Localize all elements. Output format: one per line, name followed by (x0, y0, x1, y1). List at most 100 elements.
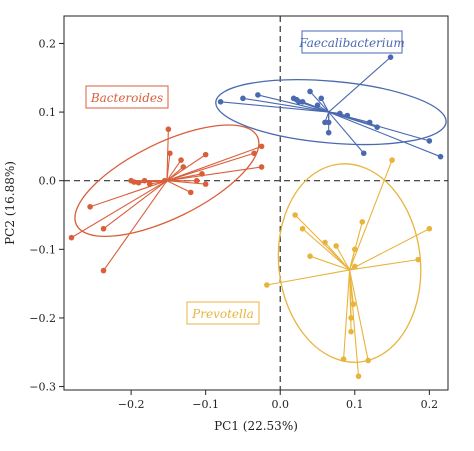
sample-points (68, 54, 444, 380)
y-tick-label: −0.1 (29, 243, 56, 256)
prevotella-spoke (324, 242, 350, 271)
prevotella-spoke (343, 269, 351, 360)
faecalibacterium-point (325, 119, 332, 126)
prevotella-point (348, 328, 354, 335)
faecalibacterium-point (299, 98, 306, 105)
prevotella-spoke (349, 228, 430, 271)
x-axis-ticks: −0.2 −0.1 0.0 0.1 0.2 (118, 390, 438, 411)
bacteroides-point (178, 157, 184, 163)
faecalibacterium-point (374, 124, 380, 130)
bacteroides-spoke (166, 180, 206, 185)
prevotella-point (389, 157, 395, 163)
faecalibacterium-spoke (242, 97, 329, 113)
bacteroides-ellipse (74, 124, 260, 238)
bacteroides-spoke (166, 152, 255, 182)
faecalibacterium-point (387, 54, 394, 60)
bacteroides-point (180, 164, 187, 170)
prevotella-point (351, 246, 358, 253)
bacteroides-point (100, 225, 107, 232)
bacteroides-point (258, 164, 265, 170)
faecalibacterium-point (337, 110, 343, 117)
bacteroides-point (146, 181, 153, 187)
faecalibacterium-point (437, 153, 444, 160)
bacteroides-point (68, 234, 75, 241)
faecalibacterium-point (255, 92, 261, 98)
bacteroides-spoke (166, 154, 206, 182)
bacteroides-label-box (85, 85, 169, 109)
bacteroides-point (161, 177, 168, 184)
bacteroides-point (165, 126, 172, 133)
faecalibacterium-point (426, 138, 433, 144)
prevotella-spoke (266, 269, 350, 286)
prevotella-spoke (349, 221, 363, 271)
faecalibacterium-point (360, 150, 367, 157)
prevotella-spoke (302, 228, 350, 271)
faecalibacterium-point (318, 95, 325, 102)
prevotella-point (264, 282, 270, 288)
prevotella-spoke (349, 159, 393, 271)
plot-frame (63, 15, 449, 391)
faecalibacterium-point (366, 119, 373, 126)
bacteroides-spoke (71, 180, 168, 239)
bacteroides-point (135, 179, 142, 186)
x-axis-title: PC1 (22.53%) (214, 419, 298, 433)
bacteroides-point (87, 203, 93, 210)
prevotella-spoke (309, 255, 350, 271)
y-axis-ticks: −0.3 −0.2 −0.1 0.0 0.1 0.2 (29, 37, 64, 394)
y-axis-title: PC2 (16.88%) (3, 161, 17, 245)
x-tick-label: −0.1 (192, 398, 219, 411)
confidence-ellipses (74, 79, 447, 363)
bacteroides-spoke (89, 180, 168, 208)
bacteroides-point (199, 171, 205, 177)
bacteroides-spoke (166, 159, 182, 182)
y-tick-label: 0.2 (39, 37, 57, 50)
x-tick-label: 0.2 (421, 398, 439, 411)
x-tick-label: 0.0 (271, 398, 289, 411)
prevotella-point (355, 373, 362, 380)
bacteroides-point (187, 189, 194, 196)
faecalibacterium-spoke (328, 111, 441, 158)
faecalibacterium-point (307, 88, 313, 95)
bacteroides-point (131, 179, 137, 185)
bacteroides-spoke (166, 129, 169, 181)
prevotella-spoke (349, 269, 369, 361)
y-tick-label: −0.3 (29, 381, 56, 394)
bacteroides-point (193, 177, 200, 184)
prevotella-point (415, 256, 421, 263)
prevotella-point (292, 212, 298, 218)
prevotella-point (351, 263, 358, 270)
prevotella-point (322, 239, 328, 246)
bacteroides-point (202, 181, 209, 187)
faecalibacterium-point (240, 95, 246, 102)
bacteroides-point (251, 150, 257, 157)
faecalibacterium-point (325, 129, 332, 136)
bacteroides-spoke (103, 180, 168, 230)
faecalibacterium-spoke (328, 111, 365, 154)
prevotella-label: Prevotella (191, 307, 254, 321)
prevotella-point (299, 225, 306, 232)
y-tick-label: 0.1 (39, 106, 57, 119)
prevotella-spoke (335, 245, 351, 271)
faecalibacterium-label: Faecalibacterium (298, 36, 404, 50)
x-tick-label: 0.1 (346, 398, 364, 411)
prevotella-point (426, 225, 433, 232)
faecalibacterium-label-box (301, 30, 403, 54)
y-tick-label: 0.0 (39, 175, 57, 188)
prevotella-spoke (349, 269, 360, 377)
faecalibacterium-ellipse (215, 79, 447, 146)
bacteroides-spoke (103, 180, 168, 271)
bacteroides-point (202, 151, 209, 158)
faecalibacterium-point (217, 98, 224, 105)
y-tick-label: −0.2 (29, 312, 56, 325)
bacteroides-point (100, 267, 107, 274)
prevotella-label-box (186, 301, 260, 325)
prevotella-point (359, 219, 366, 225)
bacteroides-spoke (166, 145, 262, 182)
faecalibacterium-point (344, 112, 351, 119)
bacteroides-point (167, 150, 173, 157)
prevotella-spoke (349, 259, 419, 271)
faecalibacterium-spoke (220, 101, 329, 113)
faecalibacterium-spoke (328, 56, 391, 113)
faecalibacterium-spoke (257, 94, 329, 113)
